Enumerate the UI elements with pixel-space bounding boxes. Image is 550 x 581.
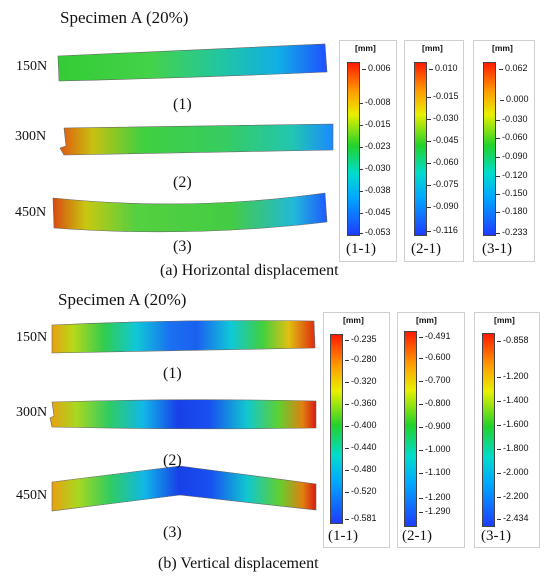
scale-tick: -1.100 bbox=[419, 467, 451, 477]
scale-tick: -0.320 bbox=[345, 376, 377, 386]
scale-unit: [mm] bbox=[355, 43, 376, 53]
color-scale-1-1: [mm] 0.006 -0.008 -0.015 -0.023 -0.030 -… bbox=[339, 40, 397, 262]
beam-number-2: (2) bbox=[173, 174, 192, 191]
scale-tick: -0.400 bbox=[345, 420, 377, 430]
beam-number-3: (3) bbox=[163, 524, 182, 541]
scale-tick: -0.075 bbox=[427, 179, 459, 189]
color-bar bbox=[483, 62, 496, 236]
scale-tick: -2.000 bbox=[497, 467, 529, 477]
scale-tick: -0.800 bbox=[419, 398, 451, 408]
caption-vertical: (b) Vertical displacement bbox=[158, 555, 319, 572]
beam-horizontal-150n bbox=[57, 43, 328, 82]
load-label-450n: 450N bbox=[16, 488, 48, 503]
load-label-300n: 300N bbox=[16, 405, 48, 420]
load-label-150n: 150N bbox=[16, 59, 48, 74]
scale-unit: [mm] bbox=[494, 315, 515, 325]
scale-tick: -0.023 bbox=[359, 141, 391, 151]
scale-unit: [mm] bbox=[343, 315, 364, 325]
color-bar bbox=[404, 331, 417, 527]
scale-tick: -0.015 bbox=[427, 91, 459, 101]
scale-tick: -2.434 bbox=[497, 513, 529, 523]
scale-unit: [mm] bbox=[422, 43, 443, 53]
scale-label: (3-1) bbox=[482, 241, 512, 257]
color-bar bbox=[482, 333, 495, 527]
scale-tick: -0.090 bbox=[496, 151, 528, 161]
load-label-150n: 150N bbox=[16, 330, 48, 345]
scale-tick: -1.800 bbox=[497, 443, 529, 453]
color-bar bbox=[414, 62, 427, 236]
color-scale-2-1: [mm] -0.491 -0.600 -0.700 -0.800 -0.900 … bbox=[397, 312, 465, 548]
scale-unit: [mm] bbox=[416, 315, 437, 325]
color-scale-3-1: [mm] -0.858 -1.200 -1.400 -1.600 -1.800 … bbox=[474, 312, 540, 548]
scale-tick: -0.440 bbox=[345, 442, 377, 452]
scale-tick: -0.030 bbox=[359, 163, 391, 173]
scale-tick: -0.116 bbox=[427, 225, 458, 235]
beam-vertical-150n bbox=[51, 320, 316, 354]
top-title: Specimen A (20%) bbox=[60, 8, 189, 27]
scale-tick: -1.290 bbox=[419, 506, 451, 516]
scale-tick: -0.038 bbox=[359, 185, 391, 195]
load-label-300n: 300N bbox=[15, 129, 47, 144]
bottom-title: Specimen A (20%) bbox=[58, 290, 187, 309]
scale-tick: -0.053 bbox=[359, 227, 391, 237]
color-bar bbox=[330, 334, 343, 524]
beam-vertical-450n bbox=[51, 465, 317, 512]
beam-number-1: (1) bbox=[173, 96, 192, 113]
beam-number-1: (1) bbox=[163, 365, 182, 382]
scale-tick: -0.600 bbox=[419, 352, 451, 362]
scale-label: (1-1) bbox=[346, 241, 376, 257]
color-scale-3-1: [mm] 0.062 0.000 -0.030 -0.060 -0.090 -0… bbox=[473, 40, 535, 262]
scale-tick: 0.000 bbox=[500, 94, 529, 104]
scale-tick: -0.280 bbox=[345, 354, 377, 364]
scale-tick: -0.150 bbox=[496, 188, 528, 198]
beam-horizontal-450n bbox=[52, 192, 328, 233]
scale-tick: -0.180 bbox=[496, 206, 528, 216]
scale-tick: -0.060 bbox=[427, 157, 459, 167]
scale-tick: -0.233 bbox=[496, 227, 528, 237]
scale-label: (2-1) bbox=[411, 241, 441, 257]
scale-tick: -1.600 bbox=[497, 419, 529, 429]
scale-tick: 0.062 bbox=[499, 63, 528, 73]
color-scale-2-1: [mm] 0.010 -0.015 -0.030 -0.045 -0.060 -… bbox=[404, 40, 464, 262]
scale-tick: -0.235 bbox=[345, 334, 377, 344]
color-scale-1-1: [mm] -0.235 -0.280 -0.320 -0.360 -0.400 … bbox=[323, 312, 390, 548]
scale-tick: -0.090 bbox=[427, 201, 459, 211]
scale-tick: 0.006 bbox=[362, 63, 391, 73]
scale-unit: [mm] bbox=[492, 43, 513, 53]
beam-number-3: (3) bbox=[173, 238, 192, 255]
scale-tick: -0.015 bbox=[359, 119, 391, 129]
scale-tick: -0.360 bbox=[345, 398, 377, 408]
scale-tick: -1.000 bbox=[419, 444, 451, 454]
beam-horizontal-300n bbox=[59, 123, 334, 156]
scale-tick: -0.581 bbox=[345, 513, 377, 523]
scale-label: (2-1) bbox=[402, 528, 432, 544]
beam-vertical-300n bbox=[49, 399, 317, 430]
scale-tick: -1.200 bbox=[419, 492, 451, 502]
load-label-450n: 450N bbox=[15, 205, 47, 220]
color-bar bbox=[347, 62, 360, 236]
scale-tick: -2.200 bbox=[497, 491, 529, 501]
scale-tick: -0.030 bbox=[427, 113, 459, 123]
scale-tick: -0.491 bbox=[419, 331, 451, 341]
scale-tick: -0.045 bbox=[359, 207, 391, 217]
caption-horizontal: (a) Horizontal displacement bbox=[160, 262, 339, 279]
scale-tick: 0.010 bbox=[429, 63, 458, 73]
scale-tick: -0.045 bbox=[427, 135, 459, 145]
scale-tick: -0.030 bbox=[496, 114, 528, 124]
scale-tick: -0.900 bbox=[419, 421, 451, 431]
scale-label: (1-1) bbox=[328, 528, 358, 544]
scale-tick: -0.858 bbox=[497, 335, 529, 345]
scale-tick: -0.700 bbox=[419, 375, 451, 385]
scale-tick: -0.008 bbox=[359, 97, 391, 107]
scale-tick: -0.480 bbox=[345, 464, 377, 474]
scale-tick: -1.400 bbox=[497, 395, 529, 405]
scale-tick: -0.120 bbox=[496, 170, 528, 180]
scale-label: (3-1) bbox=[481, 528, 511, 544]
scale-tick: -0.520 bbox=[345, 486, 377, 496]
beam-number-2: (2) bbox=[163, 452, 182, 469]
scale-tick: -1.200 bbox=[497, 371, 529, 381]
scale-tick: -0.060 bbox=[496, 132, 528, 142]
